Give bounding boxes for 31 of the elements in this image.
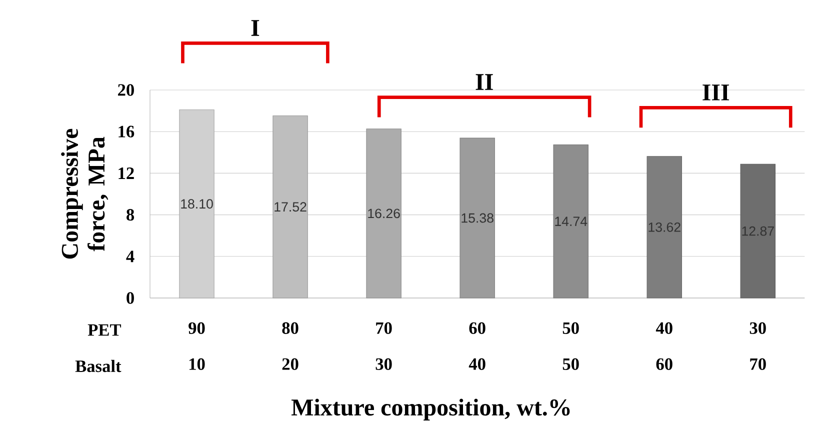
data-label: 14.74 — [555, 216, 588, 226]
bar — [553, 144, 588, 298]
data-label: 18.10 — [181, 199, 213, 209]
data-label: 17.52 — [274, 202, 306, 212]
y-tick-label: 0 — [126, 292, 134, 304]
data-label: 13.62 — [648, 222, 680, 232]
annotation: III — [702, 84, 730, 100]
data-label: 15.38 — [462, 213, 494, 223]
y-tick-label: 12 — [118, 167, 134, 179]
data-label: 12.87 — [742, 226, 774, 236]
category-label: 70 30 — [376, 322, 392, 370]
y-tick-label: 8 — [126, 208, 134, 221]
category-label: 50 50 — [562, 322, 579, 370]
bar — [646, 156, 682, 298]
text: PET — [88, 324, 122, 336]
category-label: 30 70 — [750, 322, 766, 370]
category-label: 80 20 — [282, 322, 298, 370]
x-axis-title: Mixture composition, wt.% — [291, 398, 570, 420]
category-label: 40 60 — [656, 322, 672, 370]
bar — [740, 164, 776, 298]
text: Basalt — [75, 360, 122, 372]
y-tick-label: 20 — [118, 84, 134, 96]
data-label: 16.26 — [368, 208, 400, 218]
bar — [460, 138, 495, 298]
text: II — [476, 74, 493, 90]
y-axis-title: Compressive force, MPa — [61, 128, 108, 259]
category-label: 90 10 — [188, 322, 205, 370]
y-tick-label: 16 — [118, 126, 134, 138]
category-label: 60 40 — [468, 322, 486, 370]
y-tick-label: 4 — [126, 250, 134, 262]
text: I — [251, 20, 260, 36]
